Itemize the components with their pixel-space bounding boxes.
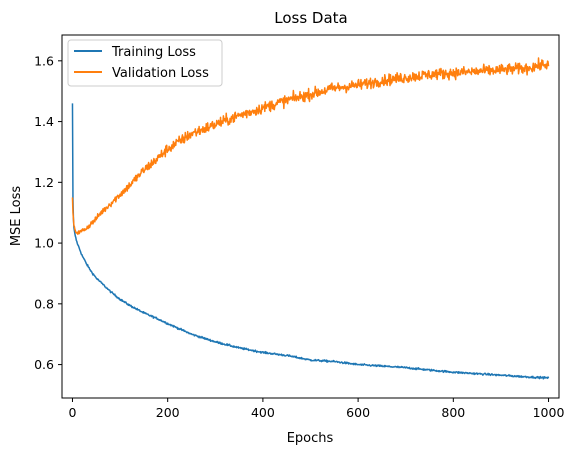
x-tick-label: 0 [68, 405, 76, 420]
legend-label-validation: Validation Loss [112, 66, 209, 81]
series-line-validation-loss [71, 57, 550, 235]
x-tick-label: 1000 [533, 405, 565, 420]
plot-area [71, 57, 550, 380]
x-tick-label: 800 [441, 405, 465, 420]
y-tick-label: 0.8 [34, 296, 54, 311]
y-tick-label: 0.6 [34, 357, 54, 372]
y-axis-label: MSE Loss [9, 186, 24, 247]
x-axis: 0 200 400 600 800 1000 [68, 398, 564, 420]
x-tick-label: 400 [251, 405, 275, 420]
legend-label-training: Training Loss [111, 45, 196, 60]
y-tick-label: 1.6 [34, 53, 54, 68]
y-tick-label: 1.0 [34, 236, 54, 251]
legend-box [67, 39, 223, 87]
chart-title: Loss Data [274, 9, 347, 27]
axes-frame [61, 34, 560, 399]
series-line-training-loss [71, 103, 550, 380]
x-axis-label: Epochs [287, 431, 334, 446]
legend: Training Loss Validation Loss [67, 39, 223, 87]
x-tick-label: 600 [346, 405, 370, 420]
x-tick-label: 200 [156, 405, 180, 420]
y-tick-label: 1.4 [34, 114, 54, 129]
y-tick-label: 1.2 [34, 175, 54, 190]
y-axis: 0.6 0.8 1.0 1.2 1.4 1.6 [34, 53, 62, 372]
